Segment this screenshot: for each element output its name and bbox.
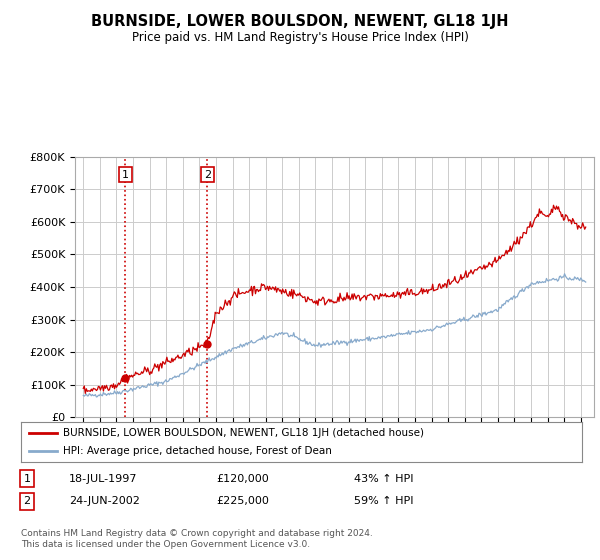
Text: BURNSIDE, LOWER BOULSDON, NEWENT, GL18 1JH: BURNSIDE, LOWER BOULSDON, NEWENT, GL18 1… [91,14,509,29]
Text: 1: 1 [23,474,31,484]
Text: HPI: Average price, detached house, Forest of Dean: HPI: Average price, detached house, Fore… [63,446,332,456]
Text: Price paid vs. HM Land Registry's House Price Index (HPI): Price paid vs. HM Land Registry's House … [131,31,469,44]
Text: 24-JUN-2002: 24-JUN-2002 [69,496,140,506]
Text: 2: 2 [204,170,211,180]
Text: 18-JUL-1997: 18-JUL-1997 [69,474,137,484]
Text: Contains HM Land Registry data © Crown copyright and database right 2024.
This d: Contains HM Land Registry data © Crown c… [21,529,373,549]
Text: £120,000: £120,000 [216,474,269,484]
Text: 2: 2 [23,496,31,506]
Text: 59% ↑ HPI: 59% ↑ HPI [354,496,413,506]
Text: BURNSIDE, LOWER BOULSDON, NEWENT, GL18 1JH (detached house): BURNSIDE, LOWER BOULSDON, NEWENT, GL18 1… [63,428,424,437]
Text: 43% ↑ HPI: 43% ↑ HPI [354,474,413,484]
Text: £225,000: £225,000 [216,496,269,506]
Text: 1: 1 [122,170,129,180]
